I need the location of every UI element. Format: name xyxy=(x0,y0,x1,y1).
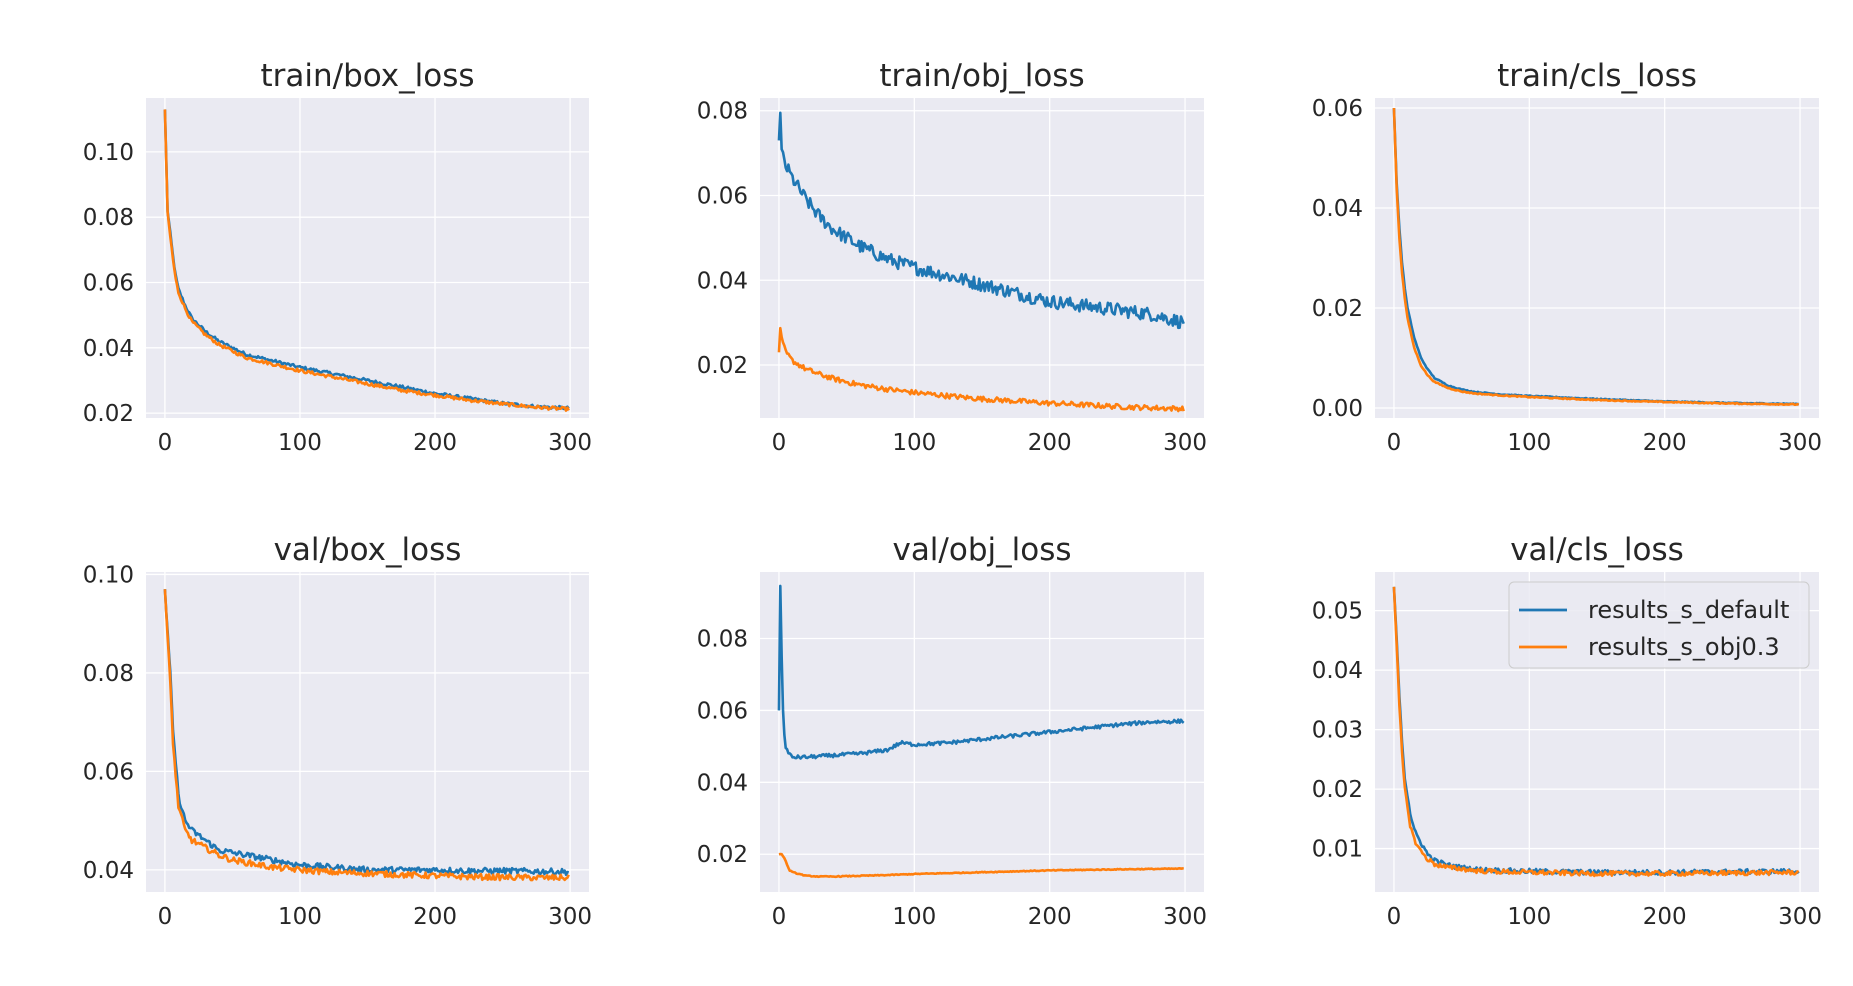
series-line-results-s-obj0-3 xyxy=(778,852,1185,879)
y-tick-label: 0.06 xyxy=(697,183,748,209)
series-line-results-s-default xyxy=(777,584,1185,760)
y-tick-label: 0.04 xyxy=(83,858,134,884)
chart-panel: val/cls_loss 0 100 200 300 0.01 0.02 0.03 0.04 0.… xyxy=(1312,532,1822,930)
y-tick-label: 0.06 xyxy=(1312,96,1363,122)
y-tick-label: 0.05 xyxy=(1312,599,1363,625)
y-tick-label: 0.10 xyxy=(83,140,134,166)
y-tick-label: 0.06 xyxy=(697,698,748,724)
x-tick-label: 100 xyxy=(1507,904,1551,930)
legend: results_s_default results_s_obj0.3 xyxy=(1508,581,1810,669)
y-tick-label: 0.08 xyxy=(697,627,748,653)
y-tick-label: 0.04 xyxy=(1312,196,1363,222)
chart-panel: train/obj_loss 0 100 200 300 0.02 0.04 0.06 0.08 xyxy=(697,58,1207,456)
chart-title: val/box_loss xyxy=(274,532,462,568)
y-tick-label: 0.08 xyxy=(83,661,134,687)
y-tick-label: 0.01 xyxy=(1312,837,1363,863)
x-tick-label: 0 xyxy=(772,904,787,930)
x-tick-label: 200 xyxy=(1028,430,1072,456)
plot-area xyxy=(146,572,589,892)
x-tick-label: 100 xyxy=(892,904,936,930)
x-tick-label: 300 xyxy=(1163,430,1207,456)
y-tick-label: 0.04 xyxy=(1312,658,1363,684)
y-tick-label: 0.00 xyxy=(1312,396,1363,422)
x-tick-label: 0 xyxy=(1387,430,1402,456)
y-tick-label: 0.10 xyxy=(83,562,134,588)
x-tick-label: 200 xyxy=(1643,430,1687,456)
series-line-results-s-obj0-3 xyxy=(777,326,1185,413)
chart-panel: train/box_loss 0 100 200 300 0.02 0.04 0.06 0.08… xyxy=(83,58,592,456)
x-tick-label: 300 xyxy=(548,904,592,930)
plot-area xyxy=(760,572,1204,892)
x-tick-label: 300 xyxy=(1163,904,1207,930)
y-tick-label: 0.08 xyxy=(83,205,134,231)
series-line-results-s-obj0-3 xyxy=(163,589,570,882)
x-tick-label: 0 xyxy=(158,430,173,456)
chart-title: val/obj_loss xyxy=(892,532,1071,568)
x-tick-label: 0 xyxy=(1387,904,1402,930)
chart-panel: train/cls_loss 0 100 200 300 0.00 0.02 0.04 0.06 xyxy=(1312,58,1822,456)
chart-title: val/cls_loss xyxy=(1510,532,1684,568)
chart-title: train/cls_loss xyxy=(1497,58,1697,94)
legend-box xyxy=(1508,581,1810,669)
y-tick-label: 0.04 xyxy=(83,336,134,362)
x-tick-label: 0 xyxy=(772,430,787,456)
y-tick-label: 0.02 xyxy=(1312,296,1363,322)
x-tick-label: 100 xyxy=(278,904,322,930)
x-tick-label: 200 xyxy=(1028,904,1072,930)
x-tick-label: 100 xyxy=(892,430,936,456)
x-tick-label: 200 xyxy=(1643,904,1687,930)
series-line-results-s-obj0-3 xyxy=(1392,586,1800,878)
y-tick-label: 0.02 xyxy=(1312,777,1363,803)
x-tick-label: 200 xyxy=(413,430,457,456)
y-tick-label: 0.03 xyxy=(1312,718,1363,744)
y-tick-label: 0.02 xyxy=(697,842,748,868)
x-tick-label: 0 xyxy=(158,904,173,930)
y-tick-label: 0.08 xyxy=(697,99,748,125)
series-line-results-s-obj0-3 xyxy=(163,109,570,412)
x-tick-label: 100 xyxy=(278,430,322,456)
series-line-results-s-default xyxy=(777,111,1185,330)
x-tick-label: 300 xyxy=(548,430,592,456)
x-tick-label: 200 xyxy=(413,904,457,930)
chart-title: train/box_loss xyxy=(260,58,474,94)
y-tick-label: 0.02 xyxy=(697,353,748,379)
plot-area xyxy=(146,98,589,418)
y-tick-label: 0.04 xyxy=(697,268,748,294)
legend-label: results_s_default xyxy=(1588,596,1789,624)
x-tick-label: 300 xyxy=(1778,904,1822,930)
plot-area xyxy=(1375,98,1819,418)
plot-area xyxy=(760,98,1204,418)
chart-title: train/obj_loss xyxy=(879,58,1084,94)
y-tick-label: 0.06 xyxy=(83,270,134,296)
y-tick-label: 0.06 xyxy=(83,759,134,785)
y-tick-label: 0.04 xyxy=(697,770,748,796)
chart-panel: val/obj_loss 0 100 200 300 0.02 0.04 0.06 0.08 xyxy=(697,532,1207,930)
legend-label: results_s_obj0.3 xyxy=(1588,633,1780,661)
x-tick-label: 300 xyxy=(1778,430,1822,456)
x-tick-label: 100 xyxy=(1507,430,1551,456)
series-line-results-s-obj0-3 xyxy=(1392,107,1800,407)
chart-panel: val/box_loss 0 100 200 300 0.04 0.06 0.08 0.10 xyxy=(83,532,592,930)
y-tick-label: 0.02 xyxy=(83,401,134,427)
